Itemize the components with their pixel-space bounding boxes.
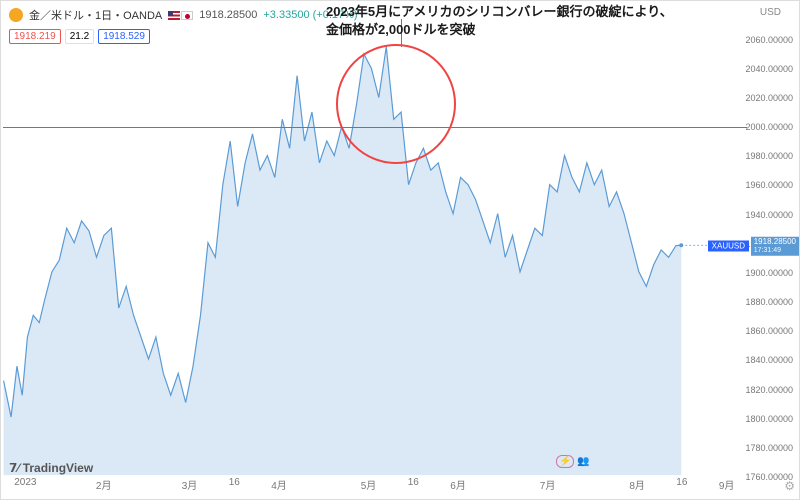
settings-icon[interactable]: ⚙: [784, 479, 795, 493]
highlight-circle: [336, 44, 456, 164]
y-tick: 1780.00000: [745, 443, 793, 453]
x-tick: 2月: [96, 477, 112, 492]
y-tick: 2060.00000: [745, 35, 793, 45]
y-tick: 1960.00000: [745, 180, 793, 190]
annotation-text: 2023年5月にアメリカのシリコンバレー銀行の破綻により、 金価格が2,000ド…: [326, 3, 673, 39]
x-tick: 16: [229, 477, 240, 488]
event-icons[interactable]: ⚡ 👥: [556, 456, 590, 467]
price-tag-value: 1918.28500: [754, 238, 796, 247]
badge-bid[interactable]: 1918.219: [9, 29, 61, 44]
brand-text: TradingView: [23, 461, 93, 475]
x-tick: 3月: [182, 477, 198, 492]
y-tick: 2020.00000: [745, 93, 793, 103]
y-tick: 1940.00000: [745, 210, 793, 220]
current-price-tag: 1918.28500 17:31:49: [751, 237, 799, 255]
tradingview-logo[interactable]: 𝟳⁄ TradingView: [9, 461, 93, 475]
x-tick: 4月: [271, 477, 287, 492]
x-tick: 5月: [361, 477, 377, 492]
price-tag-symbol: XAUUSD: [708, 241, 749, 252]
chart-container: 金／米ドル・1日・OANDA 1918.28500 +3.33500 (+0.1…: [0, 0, 800, 500]
gold-icon: [9, 8, 23, 22]
header-price: 1918.28500: [199, 9, 257, 21]
y-tick: 1840.00000: [745, 355, 793, 365]
y-tick: 1800.00000: [745, 414, 793, 424]
symbol-title[interactable]: 金／米ドル・1日・OANDA: [29, 7, 162, 23]
badge-spread[interactable]: 21.2: [65, 29, 94, 44]
price-tag-time: 17:31:49: [754, 247, 796, 255]
flag-pair: [168, 11, 193, 20]
flag-us-icon: [168, 11, 180, 20]
annotation-line1: 2023年5月にアメリカのシリコンバレー銀行の破綻により、: [326, 3, 673, 21]
y-tick: 1980.00000: [745, 151, 793, 161]
y-tick: 1820.00000: [745, 385, 793, 395]
x-axis[interactable]: 2023 2月 3月 16 4月 5月 16 6月 7月 8月 16 9月: [1, 477, 749, 493]
x-tick: 16: [408, 477, 419, 488]
y-tick: 2040.00000: [745, 64, 793, 74]
annotation-line2: 金価格が2,000ドルを突破: [326, 21, 673, 39]
y-tick: 1900.00000: [745, 268, 793, 278]
x-tick: 8月: [629, 477, 645, 492]
badge-ask[interactable]: 1918.529: [98, 29, 150, 44]
y-tick: 1860.00000: [745, 326, 793, 336]
price-badges: 1918.219 21.2 1918.529: [9, 29, 150, 44]
x-tick: 2023: [14, 477, 36, 488]
x-tick: 6月: [450, 477, 466, 492]
chart-header: 金／米ドル・1日・OANDA 1918.28500 +3.33500 (+0.1…: [9, 7, 358, 23]
x-tick: 9月: [719, 477, 735, 492]
currency-label: USD: [760, 7, 781, 18]
brand-glyph: 𝟳⁄: [9, 461, 19, 475]
x-tick: 7月: [540, 477, 556, 492]
y-tick: 1880.00000: [745, 297, 793, 307]
flag-jp-icon: [181, 11, 193, 20]
x-tick: 16: [676, 477, 687, 488]
y-tick: 2000.00000: [745, 122, 793, 132]
